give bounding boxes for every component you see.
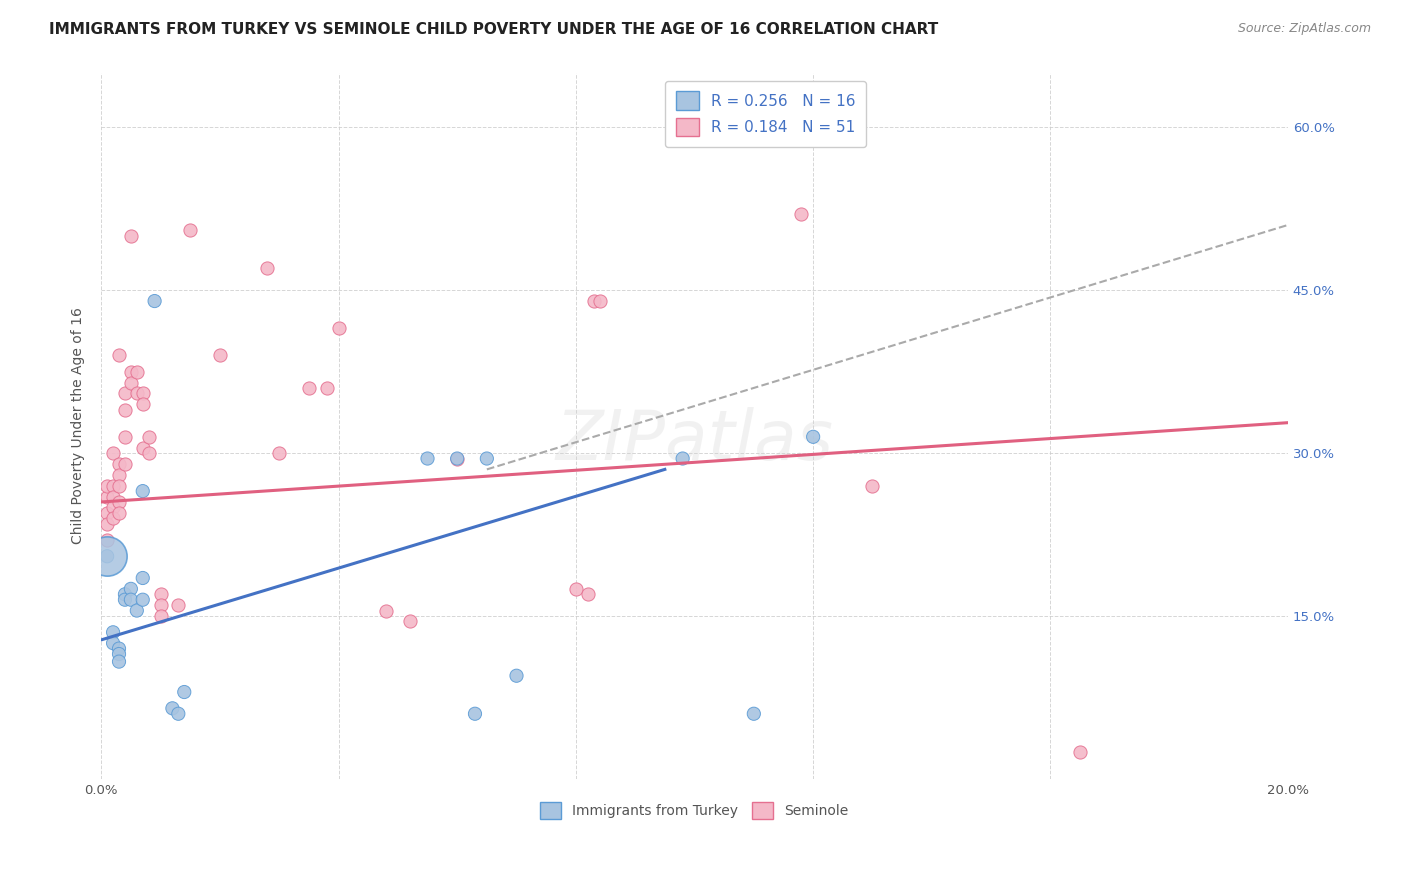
Point — [162, 701, 184, 715]
Point — [862, 478, 884, 492]
Point — [108, 348, 131, 362]
Point — [114, 587, 136, 601]
Point — [143, 294, 166, 309]
Point — [208, 348, 231, 362]
Point — [298, 381, 321, 395]
Point — [132, 397, 155, 411]
Point — [120, 365, 142, 379]
Point — [132, 571, 155, 585]
Point — [588, 294, 610, 309]
Point — [149, 609, 172, 624]
Point — [149, 598, 172, 612]
Point — [96, 490, 118, 504]
Y-axis label: Child Poverty Under the Age of 16: Child Poverty Under the Age of 16 — [72, 308, 86, 544]
Point — [416, 451, 439, 466]
Point — [120, 582, 142, 596]
Point — [672, 451, 695, 466]
Point — [505, 669, 527, 683]
Point — [149, 587, 172, 601]
Point — [576, 587, 599, 601]
Point — [101, 446, 124, 460]
Point — [108, 641, 131, 656]
Point — [132, 386, 155, 401]
Point — [167, 598, 190, 612]
Point — [742, 706, 765, 721]
Point — [108, 647, 131, 661]
Point — [96, 516, 118, 531]
Point — [108, 506, 131, 520]
Point — [1069, 745, 1091, 759]
Legend: Immigrants from Turkey, Seminole: Immigrants from Turkey, Seminole — [534, 797, 853, 825]
Point — [108, 478, 131, 492]
Point — [328, 321, 350, 335]
Point — [125, 386, 148, 401]
Point — [138, 430, 160, 444]
Point — [101, 625, 124, 640]
Point — [167, 706, 190, 721]
Text: Source: ZipAtlas.com: Source: ZipAtlas.com — [1237, 22, 1371, 36]
Text: ZIPatlas: ZIPatlas — [555, 407, 834, 474]
Point — [120, 228, 142, 243]
Point — [101, 511, 124, 525]
Point — [120, 376, 142, 390]
Point — [790, 207, 813, 221]
Point — [101, 478, 124, 492]
Point — [114, 457, 136, 471]
Point — [108, 457, 131, 471]
Point — [132, 592, 155, 607]
Point — [108, 655, 131, 669]
Point — [446, 451, 468, 466]
Point — [101, 490, 124, 504]
Point — [114, 402, 136, 417]
Point — [101, 636, 124, 650]
Point — [269, 446, 291, 460]
Point — [125, 365, 148, 379]
Point — [256, 261, 278, 276]
Point — [398, 615, 420, 629]
Point — [96, 549, 118, 564]
Point — [132, 484, 155, 499]
Point — [114, 386, 136, 401]
Point — [375, 603, 398, 617]
Point — [464, 706, 486, 721]
Point — [125, 603, 148, 617]
Point — [315, 381, 337, 395]
Point — [101, 500, 124, 515]
Point — [582, 294, 605, 309]
Point — [565, 582, 588, 596]
Point — [114, 430, 136, 444]
Point — [173, 685, 195, 699]
Point — [179, 223, 201, 237]
Point — [138, 446, 160, 460]
Point — [96, 533, 118, 547]
Point — [108, 495, 131, 509]
Point — [96, 506, 118, 520]
Point — [801, 430, 824, 444]
Point — [96, 549, 118, 564]
Point — [446, 451, 468, 466]
Point — [96, 478, 118, 492]
Point — [108, 467, 131, 482]
Point — [120, 592, 142, 607]
Text: IMMIGRANTS FROM TURKEY VS SEMINOLE CHILD POVERTY UNDER THE AGE OF 16 CORRELATION: IMMIGRANTS FROM TURKEY VS SEMINOLE CHILD… — [49, 22, 938, 37]
Point — [114, 592, 136, 607]
Point — [475, 451, 498, 466]
Point — [132, 441, 155, 455]
